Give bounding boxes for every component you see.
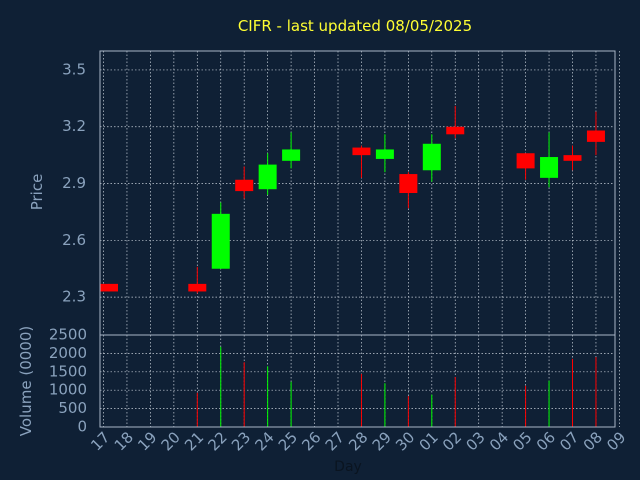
price-marks: [100, 105, 605, 294]
x-tick-label: 09: [603, 428, 629, 454]
x-axis-label: Day: [334, 459, 362, 475]
candle-body: [563, 155, 582, 161]
x-tick-label: 18: [111, 428, 137, 454]
candle-body: [422, 143, 441, 171]
x-tick-labels: 1718192021222324252627282930010203040506…: [87, 428, 629, 454]
x-tick-label: 04: [486, 428, 512, 454]
price-axis-label: Price: [28, 174, 46, 211]
price-tick-label: 2.3: [62, 288, 86, 306]
x-tick-label: 05: [509, 428, 535, 454]
volume-axis-label: Volume (0000): [17, 326, 35, 436]
candle-body: [100, 283, 118, 292]
price-tick-label: 3.2: [62, 117, 86, 135]
candle-body: [516, 153, 535, 169]
x-tick-label: 21: [181, 428, 207, 454]
candle-body: [446, 126, 465, 135]
x-tick-label: 29: [369, 428, 395, 454]
x-tick-label: 30: [392, 428, 418, 454]
x-tick-label: 01: [416, 428, 442, 454]
x-tick-label: 27: [322, 428, 348, 454]
candle-body: [540, 157, 559, 178]
price-grid: [100, 51, 620, 335]
candle-body: [399, 174, 418, 193]
x-tick-label: 19: [134, 428, 160, 454]
volume-tick-label: 1500: [49, 362, 87, 380]
volume-panel-border: [99, 334, 616, 428]
volume-tick-label: 2000: [49, 344, 87, 362]
price-tick-label: 2.6: [62, 231, 86, 249]
x-tick-label: 06: [533, 428, 559, 454]
x-tick-label: 03: [462, 428, 488, 454]
price-tick-label: 3.5: [62, 60, 86, 78]
candle-body: [188, 283, 207, 292]
x-tick-label: 07: [556, 428, 582, 454]
candle-body: [211, 213, 230, 269]
candle-body: [258, 164, 277, 190]
x-tick-label: 02: [439, 428, 465, 454]
candle-body: [375, 149, 394, 159]
volume-grid: [100, 335, 620, 427]
x-tick-label: 20: [158, 428, 184, 454]
x-tick-label: 25: [275, 428, 301, 454]
price-tick-labels: 3.5 3.2 2.9 2.6 2.3: [62, 60, 86, 305]
price-tick-label: 2.9: [62, 174, 86, 192]
volume-tick-label: 1000: [49, 381, 87, 399]
volume-marks: [196, 346, 597, 427]
price-panel-border: [99, 50, 616, 336]
chart-title: CIFR - last updated 08/05/2025: [238, 17, 472, 35]
x-tick-label: 17: [87, 428, 113, 454]
volume-tick-label: 0: [77, 418, 87, 436]
x-tick-label: 23: [228, 428, 254, 454]
x-tick-label: 08: [580, 428, 606, 454]
volume-tick-label: 2500: [49, 326, 87, 344]
candle-body: [352, 147, 371, 156]
x-tick-label: 26: [298, 428, 324, 454]
x-tick-label: 22: [205, 428, 231, 454]
x-tick-label: 28: [345, 428, 371, 454]
candle-body: [586, 130, 605, 142]
candle-body: [235, 179, 254, 192]
candle-body: [282, 149, 301, 161]
x-tick-label: 24: [251, 428, 277, 454]
volume-tick-label: 500: [58, 399, 87, 417]
